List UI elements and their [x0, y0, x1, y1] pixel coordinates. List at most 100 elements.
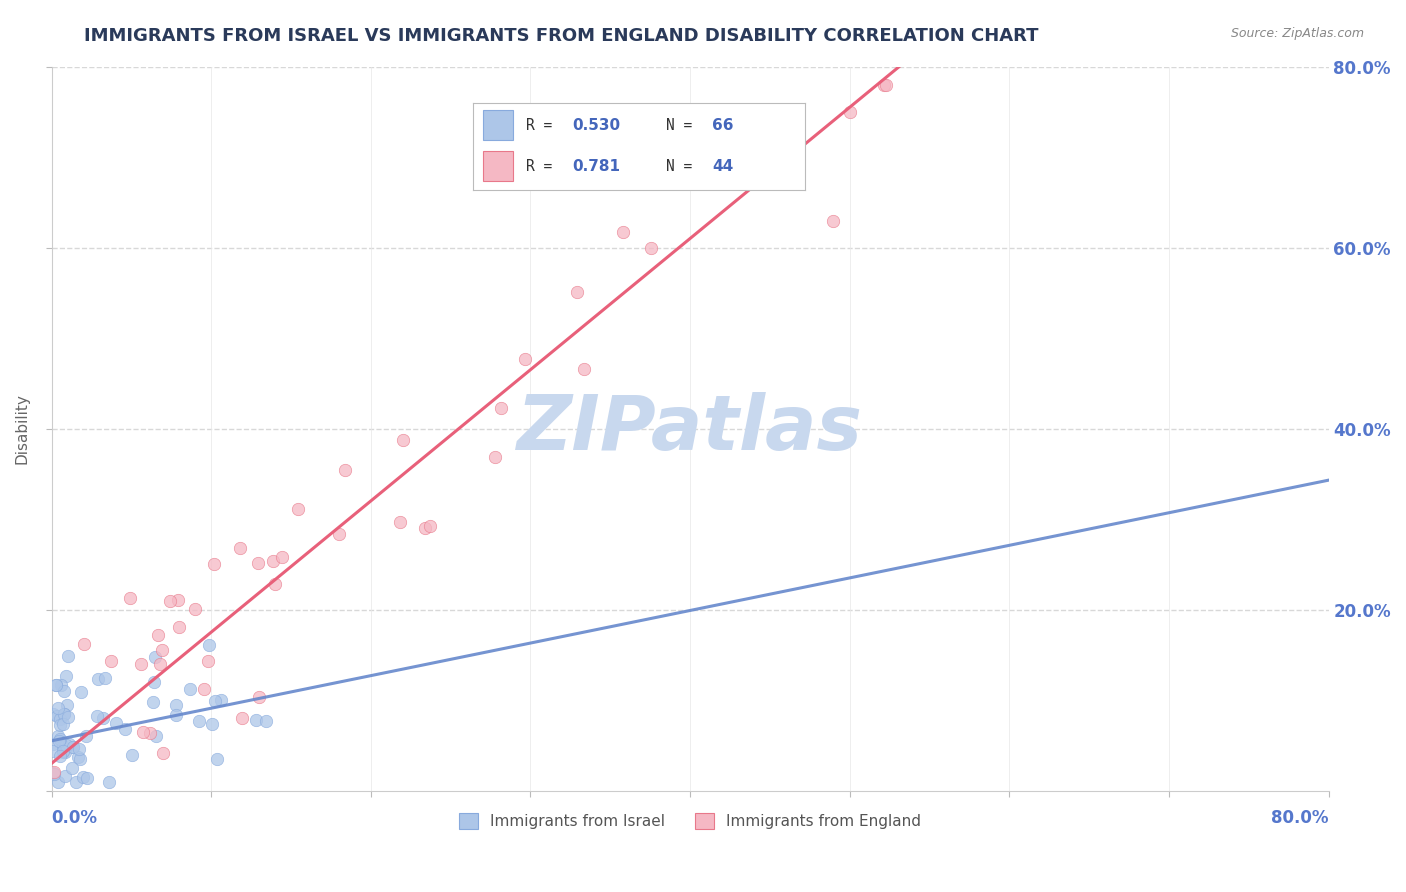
Point [388, 515, 411, 529]
Point [60, 761, 83, 775]
Point [264, 577, 287, 591]
Point [46, 701, 69, 715]
Point [205, 752, 228, 766]
Point [574, 362, 596, 376]
Text: Source: ZipAtlas.com: Source: ZipAtlas.com [1230, 27, 1364, 40]
Point [875, 78, 897, 92]
Point [100, 654, 122, 668]
Text: IMMIGRANTS FROM ISRAEL VS IMMIGRANTS FROM ENGLAND DISABILITY CORRELATION CHART: IMMIGRANTS FROM ISRAEL VS IMMIGRANTS FRO… [84, 27, 1039, 45]
Point [45, 677, 67, 691]
Point [271, 550, 294, 565]
Point [612, 225, 634, 239]
Point [167, 593, 190, 607]
Point [647, 145, 669, 160]
Point [55, 698, 77, 713]
Point [46, 729, 69, 743]
Point [55, 669, 77, 683]
Point [69, 684, 91, 698]
Point [149, 657, 172, 671]
Point [72, 770, 94, 784]
Point [86, 673, 108, 687]
Point [72, 637, 94, 651]
Point [139, 725, 162, 739]
Point [245, 713, 267, 727]
Point [42, 706, 65, 721]
Point [193, 682, 215, 697]
Point [838, 104, 860, 119]
Point [49, 732, 72, 747]
Point [52, 717, 75, 731]
Point [62, 740, 84, 755]
Point [42, 744, 65, 758]
Point [67, 742, 90, 756]
Point [52, 745, 75, 759]
Point [204, 694, 226, 708]
Point [262, 553, 284, 567]
Point [287, 501, 309, 516]
Point [75, 730, 97, 744]
Point [48, 734, 70, 748]
Point [489, 401, 512, 416]
Point [419, 519, 441, 533]
Point [143, 650, 166, 665]
Point [55, 738, 77, 752]
Point [132, 725, 155, 739]
Point [415, 521, 437, 535]
Point [231, 711, 253, 725]
Point [391, 433, 413, 447]
Point [69, 752, 91, 766]
Point [46, 774, 69, 789]
Point [197, 654, 219, 668]
Text: 0.0%: 0.0% [52, 809, 97, 827]
Point [247, 690, 270, 704]
Point [246, 557, 269, 571]
Point [114, 723, 136, 737]
Point [45, 709, 67, 723]
Point [121, 748, 143, 763]
Point [91, 711, 114, 725]
Point [198, 639, 221, 653]
Point [515, 352, 537, 367]
Point [52, 684, 75, 698]
Point [184, 602, 207, 616]
Point [53, 745, 76, 759]
Point [179, 682, 201, 697]
Point [86, 709, 108, 723]
Point [56, 710, 79, 724]
Text: 80.0%: 80.0% [1271, 809, 1329, 827]
Point [254, 714, 277, 728]
Point [823, 214, 845, 228]
Point [484, 450, 506, 465]
Point [97, 774, 120, 789]
Point [201, 716, 224, 731]
Point [169, 619, 191, 633]
Point [640, 241, 662, 255]
Point [142, 674, 165, 689]
Point [150, 643, 173, 657]
Point [45, 678, 67, 692]
Point [67, 749, 90, 764]
Point [105, 715, 128, 730]
Point [202, 557, 225, 571]
Point [49, 712, 72, 726]
Legend: Immigrants from Israel, Immigrants from England: Immigrants from Israel, Immigrants from … [453, 807, 927, 835]
Point [53, 706, 76, 721]
Point [53, 769, 76, 783]
Point [333, 463, 356, 477]
Point [49, 749, 72, 764]
Point [52, 739, 75, 754]
Point [52, 744, 75, 758]
Point [49, 678, 72, 692]
Point [328, 527, 350, 541]
Point [146, 628, 169, 642]
Point [209, 693, 232, 707]
Point [159, 593, 181, 607]
Point [228, 541, 250, 556]
Point [142, 696, 165, 710]
Point [44, 765, 66, 780]
Point [49, 718, 72, 732]
Point [129, 657, 152, 672]
Point [56, 648, 79, 663]
Point [188, 714, 211, 728]
Point [62, 740, 84, 755]
